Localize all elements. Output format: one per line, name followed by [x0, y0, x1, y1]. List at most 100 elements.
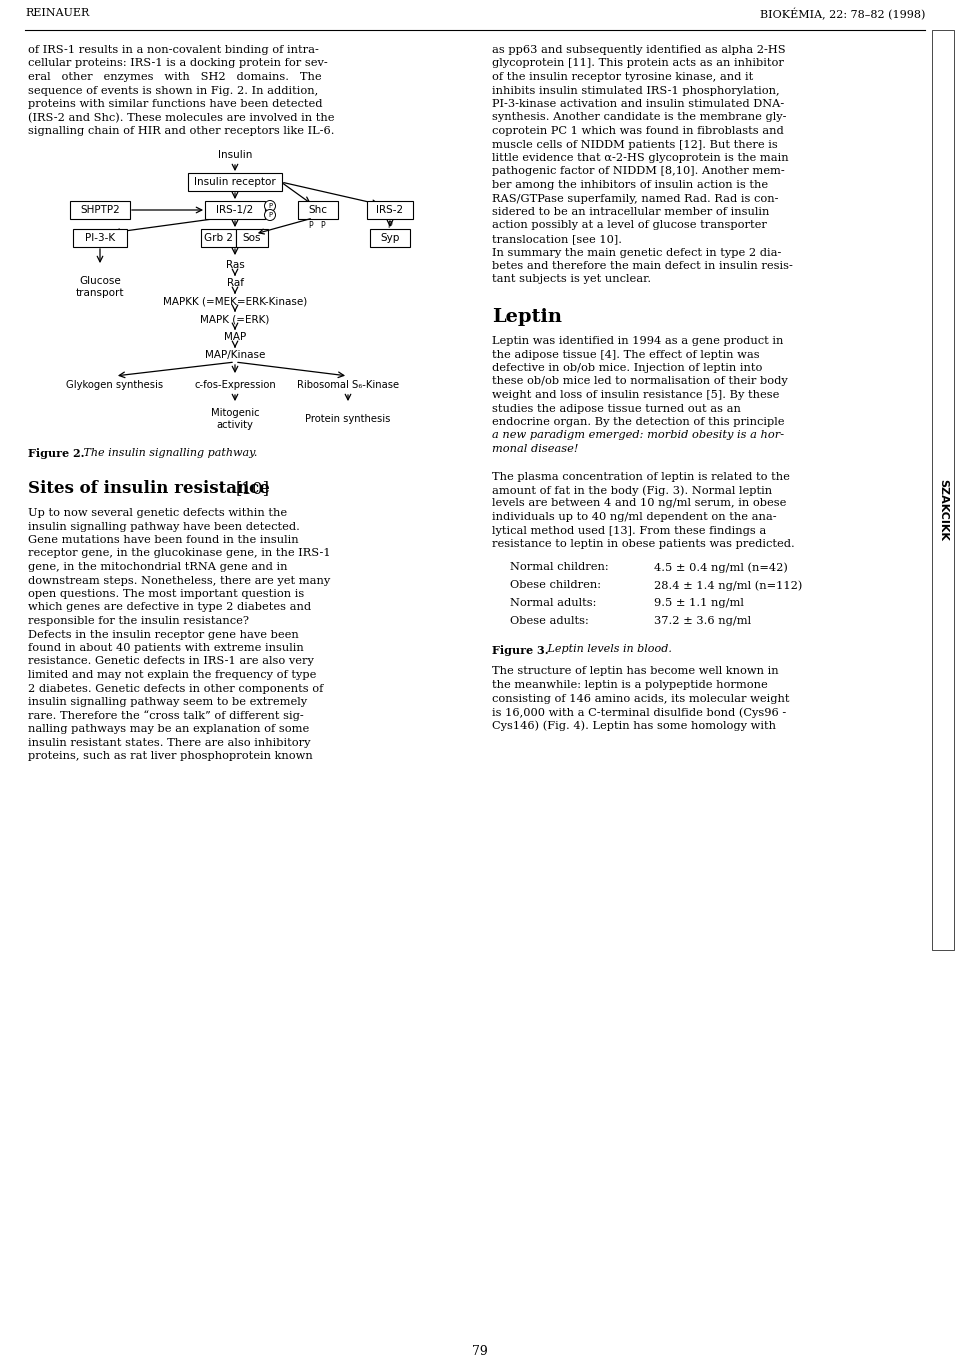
Text: Protein synthesis: Protein synthesis — [305, 414, 391, 424]
Text: open questions. The most important question is: open questions. The most important quest… — [28, 588, 304, 599]
Text: transport: transport — [76, 287, 124, 298]
Text: 28.4 ± 1.4 ng/ml (n=112): 28.4 ± 1.4 ng/ml (n=112) — [654, 580, 803, 591]
Text: Cys146) (Fig. 4). Leptin has some homology with: Cys146) (Fig. 4). Leptin has some homolo… — [492, 720, 776, 731]
Text: these ob/ob mice led to normalisation of their body: these ob/ob mice led to normalisation of… — [492, 376, 788, 387]
Text: limited and may not explain the frequency of type: limited and may not explain the frequenc… — [28, 670, 317, 680]
Text: MAP/Kinase: MAP/Kinase — [204, 350, 265, 360]
FancyBboxPatch shape — [70, 202, 130, 219]
Text: proteins with similar functions have been detected: proteins with similar functions have bee… — [28, 99, 323, 109]
Circle shape — [265, 200, 276, 211]
FancyBboxPatch shape — [201, 229, 235, 247]
Text: Insulin: Insulin — [218, 150, 252, 159]
Text: Ribosomal S₆-Kinase: Ribosomal S₆-Kinase — [297, 380, 399, 390]
Text: of the insulin receptor tyrosine kinase, and it: of the insulin receptor tyrosine kinase,… — [492, 72, 754, 82]
Text: The structure of leptin has become well known in: The structure of leptin has become well … — [492, 666, 779, 677]
Text: Leptin was identified in 1994 as a gene product in: Leptin was identified in 1994 as a gene … — [492, 336, 783, 346]
Text: Sites of insulin resistance: Sites of insulin resistance — [28, 479, 276, 497]
Text: The plasma concentration of leptin is related to the: The plasma concentration of leptin is re… — [492, 471, 790, 482]
Text: P: P — [388, 221, 393, 230]
Text: a new paradigm emerged: morbid obesity is a hor-: a new paradigm emerged: morbid obesity i… — [492, 430, 784, 440]
Text: pathogenic factor of NIDDM [8,10]. Another mem-: pathogenic factor of NIDDM [8,10]. Anoth… — [492, 166, 784, 177]
Text: MAPKK (=MEK=ERK-Kinase): MAPKK (=MEK=ERK-Kinase) — [163, 296, 307, 306]
Text: the meanwhile: leptin is a polypeptide hormone: the meanwhile: leptin is a polypeptide h… — [492, 680, 768, 691]
Text: Normal adults:: Normal adults: — [510, 598, 596, 609]
Text: P: P — [268, 203, 272, 208]
Text: lytical method used [13]. From these findings a: lytical method used [13]. From these fin… — [492, 526, 766, 535]
Text: eral   other   enzymes   with   SH2   domains.   The: eral other enzymes with SH2 domains. The — [28, 72, 322, 82]
Text: ber among the inhibitors of insulin action is the: ber among the inhibitors of insulin acti… — [492, 180, 768, 191]
Text: monal disease!: monal disease! — [492, 444, 579, 454]
Text: activity: activity — [217, 419, 253, 430]
Text: Leptin levels in blood.: Leptin levels in blood. — [544, 644, 672, 655]
Text: muscle cells of NIDDM patients [12]. But there is: muscle cells of NIDDM patients [12]. But… — [492, 139, 778, 150]
Text: individuals up to 40 ng/ml dependent on the ana-: individuals up to 40 ng/ml dependent on … — [492, 512, 777, 522]
Text: IRS-2: IRS-2 — [376, 206, 403, 215]
Text: resistance. Genetic defects in IRS-1 are also very: resistance. Genetic defects in IRS-1 are… — [28, 656, 314, 666]
Text: coprotein PC 1 which was found in fibroblasts and: coprotein PC 1 which was found in fibrob… — [492, 127, 783, 136]
Text: Raf: Raf — [227, 278, 244, 287]
Text: the adipose tissue [4]. The effect of leptin was: the adipose tissue [4]. The effect of le… — [492, 350, 759, 360]
Text: found in about 40 patients with extreme insulin: found in about 40 patients with extreme … — [28, 643, 303, 652]
Text: IRS-1/2: IRS-1/2 — [216, 206, 253, 215]
Text: levels are between 4 and 10 ng/ml serum, in obese: levels are between 4 and 10 ng/ml serum,… — [492, 498, 786, 508]
Circle shape — [265, 210, 276, 221]
Text: glycoprotein [11]. This protein acts as an inhibitor: glycoprotein [11]. This protein acts as … — [492, 59, 784, 68]
Text: signalling chain of HIR and other receptors like IL-6.: signalling chain of HIR and other recept… — [28, 127, 334, 136]
Text: is 16,000 with a C-terminal disulfide bond (Cys96 -: is 16,000 with a C-terminal disulfide bo… — [492, 707, 786, 718]
Text: Insulin receptor: Insulin receptor — [194, 177, 276, 187]
Text: MAP: MAP — [224, 332, 246, 342]
Text: endocrine organ. By the detection of this principle: endocrine organ. By the detection of thi… — [492, 417, 784, 428]
Text: Syp: Syp — [380, 233, 399, 242]
Text: Glucose: Glucose — [79, 276, 121, 286]
Text: rare. Therefore the “cross talk” of different sig-: rare. Therefore the “cross talk” of diff… — [28, 711, 303, 722]
Text: 4.5 ± 0.4 ng/ml (n=42): 4.5 ± 0.4 ng/ml (n=42) — [654, 563, 788, 573]
Text: defective in ob/ob mice. Injection of leptin into: defective in ob/ob mice. Injection of le… — [492, 364, 762, 373]
Text: Figure 2.: Figure 2. — [28, 448, 84, 459]
Text: insulin signalling pathway have been detected.: insulin signalling pathway have been det… — [28, 522, 300, 531]
Text: Ras: Ras — [226, 260, 245, 270]
Text: Obese children:: Obese children: — [510, 580, 601, 591]
Text: downstream steps. Nonetheless, there are yet many: downstream steps. Nonetheless, there are… — [28, 576, 330, 586]
Text: Mitogenic: Mitogenic — [210, 409, 259, 418]
Text: synthesis. Another candidate is the membrane gly-: synthesis. Another candidate is the memb… — [492, 113, 786, 123]
Text: Defects in the insulin receptor gene have been: Defects in the insulin receptor gene hav… — [28, 629, 299, 640]
Text: Leptin: Leptin — [492, 308, 562, 326]
Text: (IRS-2 and Shc). These molecules are involved in the: (IRS-2 and Shc). These molecules are inv… — [28, 113, 334, 123]
Text: nalling pathways may be an explanation of some: nalling pathways may be an explanation o… — [28, 725, 309, 734]
Text: PI-3-K: PI-3-K — [84, 233, 115, 242]
Text: sidered to be an intracellular member of insulin: sidered to be an intracellular member of… — [492, 207, 769, 217]
Text: studies the adipose tissue turned out as an: studies the adipose tissue turned out as… — [492, 403, 741, 414]
Text: 2 diabetes. Genetic defects in other components of: 2 diabetes. Genetic defects in other com… — [28, 684, 324, 693]
Text: Gene mutations have been found in the insulin: Gene mutations have been found in the in… — [28, 535, 299, 545]
Text: SHPTP2: SHPTP2 — [80, 206, 120, 215]
Text: sequence of events is shown in Fig. 2. In addition,: sequence of events is shown in Fig. 2. I… — [28, 86, 319, 95]
Text: Glykogen synthesis: Glykogen synthesis — [66, 380, 163, 390]
Text: RAS/GTPase superfamily, named Rad. Rad is con-: RAS/GTPase superfamily, named Rad. Rad i… — [492, 193, 779, 203]
FancyBboxPatch shape — [236, 229, 268, 247]
Text: weight and loss of insulin resistance [5]. By these: weight and loss of insulin resistance [5… — [492, 390, 780, 400]
FancyBboxPatch shape — [370, 229, 410, 247]
Text: 37.2 ± 3.6 ng/ml: 37.2 ± 3.6 ng/ml — [654, 617, 751, 627]
Text: betes and therefore the main defect in insulin resis-: betes and therefore the main defect in i… — [492, 262, 793, 271]
Text: [10]: [10] — [236, 479, 270, 497]
Text: inhibits insulin stimulated IRS-1 phosphorylation,: inhibits insulin stimulated IRS-1 phosph… — [492, 86, 780, 95]
Text: Obese adults:: Obese adults: — [510, 617, 588, 627]
Text: In summary the main genetic defect in type 2 dia-: In summary the main genetic defect in ty… — [492, 248, 781, 257]
FancyBboxPatch shape — [367, 202, 413, 219]
Text: insulin signalling pathway seem to be extremely: insulin signalling pathway seem to be ex… — [28, 697, 307, 707]
Text: translocation [see 10].: translocation [see 10]. — [492, 234, 622, 244]
Text: The insulin signalling pathway.: The insulin signalling pathway. — [80, 448, 257, 458]
Text: c-fos-Expression: c-fos-Expression — [194, 380, 276, 390]
Text: Shc: Shc — [308, 206, 327, 215]
Text: proteins, such as rat liver phosphoprotein known: proteins, such as rat liver phosphoprote… — [28, 750, 313, 761]
Text: P: P — [268, 212, 272, 218]
Text: insulin resistant states. There are also inhibitory: insulin resistant states. There are also… — [28, 737, 310, 748]
Bar — [932, 30, 954, 951]
Text: P: P — [309, 221, 313, 230]
Text: receptor gene, in the glucokinase gene, in the IRS-1: receptor gene, in the glucokinase gene, … — [28, 549, 330, 558]
Text: 79: 79 — [472, 1346, 488, 1358]
Text: which genes are defective in type 2 diabetes and: which genes are defective in type 2 diab… — [28, 602, 311, 613]
FancyBboxPatch shape — [205, 202, 265, 219]
Text: Figure 3.: Figure 3. — [492, 644, 548, 655]
Text: amount of fat in the body (Fig. 3). Normal leptin: amount of fat in the body (Fig. 3). Norm… — [492, 485, 772, 496]
